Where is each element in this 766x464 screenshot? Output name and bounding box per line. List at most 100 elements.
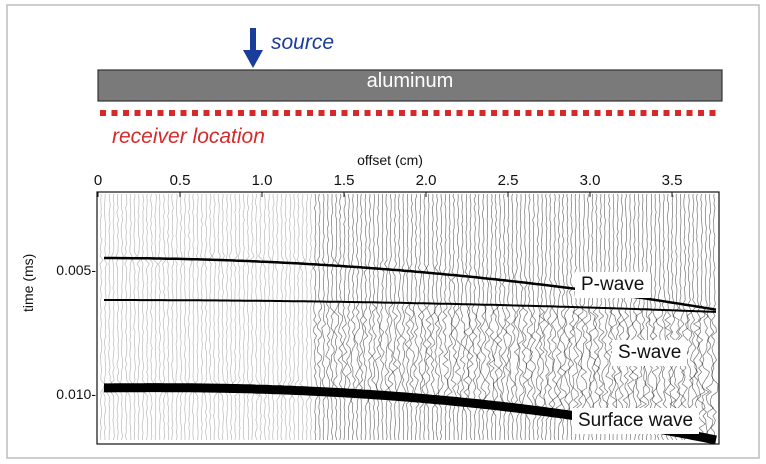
seismic-trace	[571, 193, 579, 441]
seismic-trace	[597, 193, 605, 441]
seismic-trace	[521, 193, 529, 441]
seismic-trace	[237, 193, 241, 441]
seismic-trace	[600, 193, 609, 441]
y-tick-label: 0.010-	[56, 386, 96, 402]
receiver-dot	[169, 110, 175, 116]
receiver-dot	[364, 110, 371, 116]
seismic-trace	[329, 193, 336, 441]
seismic-trace	[231, 193, 240, 441]
seismic-trace	[613, 193, 622, 441]
seismic-trace	[211, 193, 219, 441]
seismic-trace	[513, 193, 521, 441]
seismic-trace	[517, 194, 525, 441]
seismic-trace	[651, 193, 660, 441]
seismic-trace	[638, 193, 647, 441]
receiver-dot	[686, 110, 693, 116]
x-tick-label: 0.5	[169, 172, 191, 189]
seismic-trace	[294, 193, 301, 441]
seismic-trace	[475, 193, 482, 441]
seismic-trace	[504, 193, 512, 441]
seismic-trace	[588, 193, 597, 441]
receiver-dot	[571, 110, 578, 116]
seismic-trace	[321, 193, 327, 441]
receiver-dot	[111, 110, 118, 116]
seismic-trace	[500, 193, 508, 441]
receiver-dot	[376, 110, 382, 116]
seismic-trace	[143, 193, 150, 441]
seismic-trace	[471, 193, 479, 441]
seismic-trace	[647, 193, 656, 441]
receiver-dot	[284, 110, 290, 116]
receiver-dot	[410, 110, 417, 116]
seismic-trace	[179, 193, 184, 441]
receiver-dot	[238, 110, 244, 116]
seismic-trace	[313, 193, 319, 441]
seismic-traces	[99, 193, 719, 441]
plate-label: aluminum	[366, 70, 454, 92]
seismic-trace	[592, 193, 601, 441]
seismic-trace	[272, 193, 275, 441]
receiver-dot	[330, 110, 336, 116]
seismic-trace	[550, 193, 559, 441]
seismic-trace	[203, 193, 210, 441]
seismic-trace	[617, 193, 626, 441]
receiver-dot	[249, 110, 256, 116]
seismic-trace	[191, 193, 197, 441]
seismic-trace	[626, 193, 635, 441]
seismic-trace	[140, 193, 146, 441]
receiver-dot	[318, 110, 325, 116]
seismic-trace	[688, 193, 698, 441]
receiver-dot	[675, 110, 681, 116]
seismic-trace	[157, 193, 163, 440]
seismic-trace	[660, 193, 668, 441]
x-tick-label: 1.5	[333, 172, 355, 189]
receiver-dot	[353, 110, 359, 116]
receiver-dot	[192, 110, 198, 116]
receiver-dot	[560, 110, 566, 116]
seismic-trace	[316, 193, 324, 441]
s-wave-label: S-wave	[612, 340, 688, 366]
seismic-trace	[290, 193, 296, 441]
receiver-dot	[548, 110, 555, 116]
receiver-dot	[479, 110, 486, 116]
receiver-dot	[629, 110, 635, 116]
seismic-trace	[265, 193, 272, 441]
seismic-trace	[357, 193, 365, 441]
seismic-trace	[200, 193, 204, 440]
receiver-dot	[215, 110, 221, 116]
seismic-trace	[492, 193, 500, 440]
seismic-trace	[546, 193, 554, 441]
seismic-trace	[529, 193, 537, 441]
seismic-trace	[567, 194, 576, 441]
seismic-trace	[538, 193, 546, 441]
seismic-trace	[621, 193, 630, 441]
seismic-trace	[109, 193, 115, 441]
seismic-trace	[131, 193, 137, 441]
seismic-trace	[218, 193, 227, 441]
seismic-trace	[148, 193, 155, 441]
receiver-dot	[663, 110, 670, 116]
receiver-dot	[203, 110, 210, 116]
receiver-dot	[525, 110, 532, 116]
seismic-trace	[705, 193, 715, 441]
seismic-trace	[479, 193, 487, 441]
seismic-trace	[350, 193, 356, 441]
seismic-trace	[304, 193, 311, 441]
seismic-trace	[710, 193, 719, 440]
seismic-trace	[542, 193, 551, 441]
seismic-trace	[684, 193, 694, 441]
seismic-trace	[575, 193, 584, 441]
seismic-trace	[162, 193, 167, 441]
seismic-trace	[337, 193, 344, 441]
x-tick-label: 2.5	[497, 172, 519, 189]
seismic-trace	[263, 193, 268, 441]
receiver-dot	[617, 110, 624, 116]
seismic-trace	[120, 193, 125, 441]
receiver-dot	[606, 110, 612, 116]
seismic-trace	[555, 193, 563, 441]
seismic-trace	[277, 193, 285, 441]
seismic-trace	[153, 193, 160, 441]
aluminum-plate	[97, 69, 723, 102]
receiver-dot	[134, 110, 141, 116]
seismic-trace	[228, 193, 234, 441]
